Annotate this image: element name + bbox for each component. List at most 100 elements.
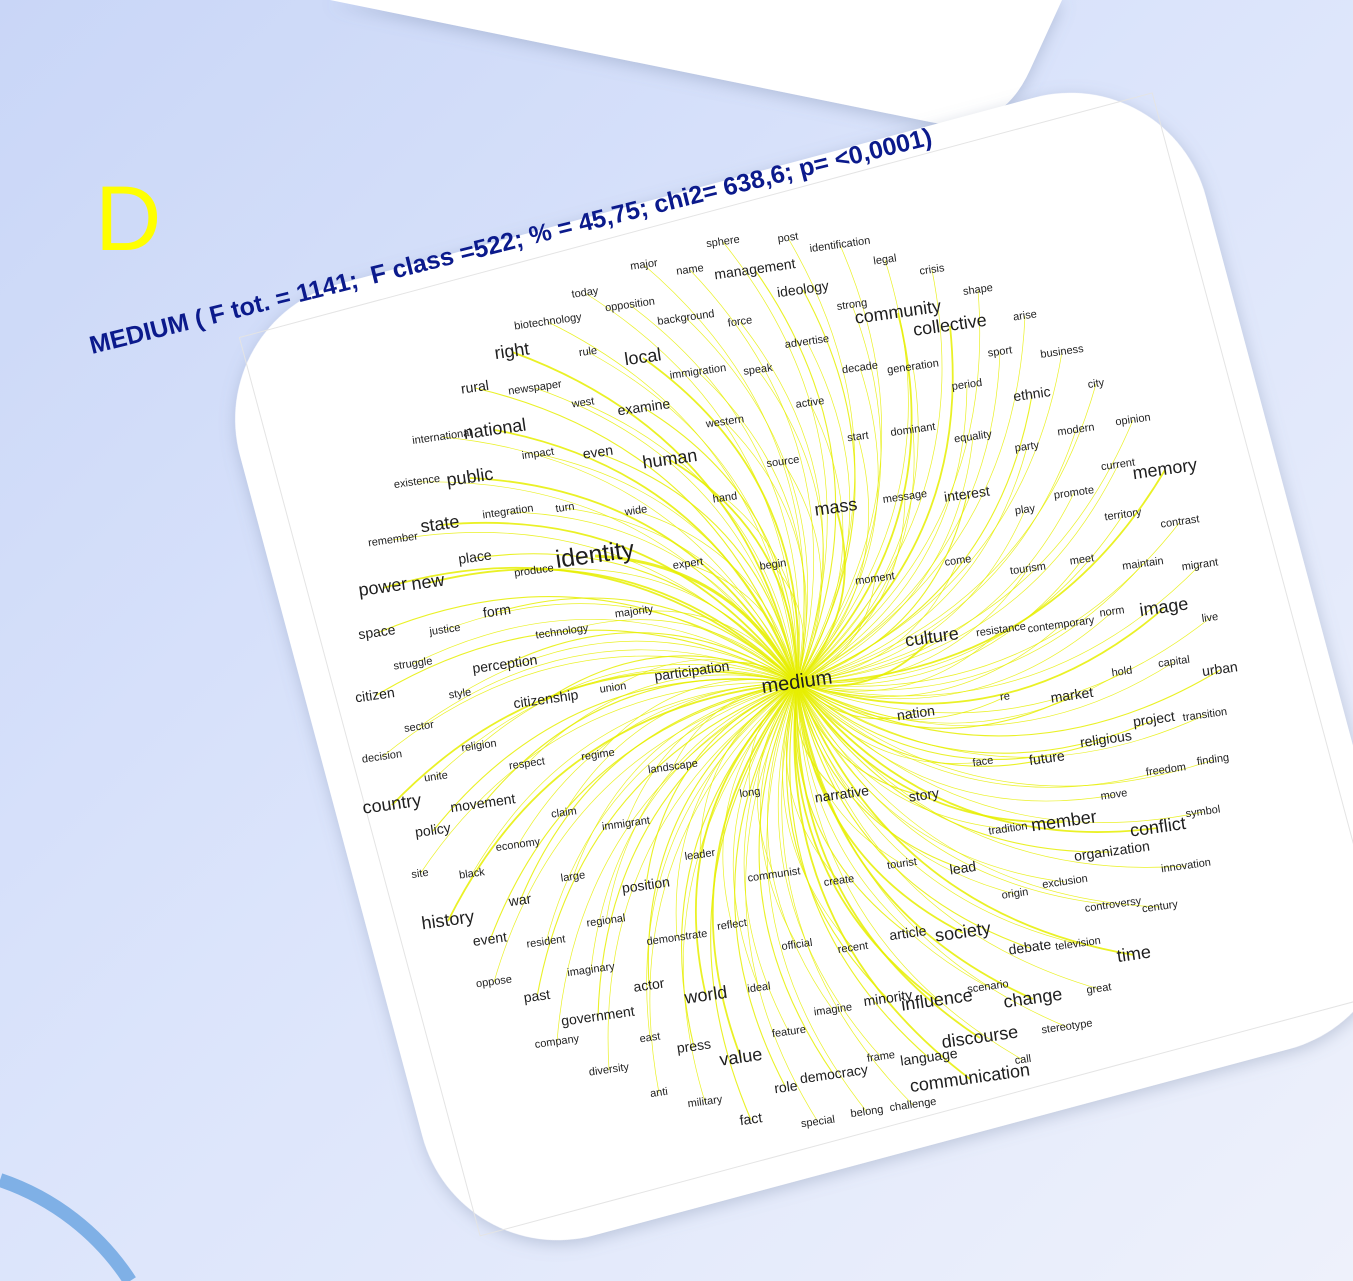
edge (796, 669, 1221, 737)
edge (649, 682, 798, 1094)
word: imagine (813, 1001, 853, 1018)
word: site (411, 867, 430, 881)
word: start (847, 429, 870, 444)
edge (796, 682, 1155, 754)
word: anti (649, 1086, 668, 1100)
word: majority (614, 603, 654, 620)
word: call (1014, 1053, 1032, 1067)
word: opinion (1115, 411, 1152, 428)
edge (597, 452, 798, 684)
edge (796, 682, 1187, 868)
word: project (1132, 708, 1176, 730)
edge (796, 394, 1033, 684)
edge (494, 429, 798, 684)
edge (796, 464, 1119, 684)
edge (572, 682, 798, 878)
word: force (727, 314, 753, 329)
edge (590, 682, 798, 971)
edge (582, 402, 798, 684)
word: union (599, 680, 627, 696)
edge (536, 682, 798, 998)
edge (474, 553, 798, 684)
edge (796, 436, 870, 684)
edge (796, 682, 1006, 720)
word: hold (1111, 665, 1133, 680)
edge (796, 269, 943, 684)
edge (710, 682, 798, 1121)
word: moment (854, 570, 895, 587)
word: migrant (1181, 556, 1219, 573)
edge (533, 568, 798, 684)
edge (796, 661, 1175, 727)
edge (758, 682, 835, 1076)
edge (796, 671, 1123, 724)
edge (687, 563, 798, 684)
edge (418, 649, 798, 728)
word: ideal (747, 980, 772, 995)
edge (796, 402, 844, 684)
edge (796, 682, 1214, 787)
word: century (1141, 898, 1179, 915)
edge (561, 619, 798, 684)
word: finding (1196, 752, 1230, 768)
word: fact (739, 1109, 764, 1128)
word: symbol (1185, 804, 1221, 821)
edge (511, 351, 798, 684)
edge (796, 514, 1124, 684)
word: scenario (967, 978, 1010, 996)
edge (786, 682, 889, 1000)
word: nation (896, 702, 936, 723)
edge (734, 682, 798, 1089)
word: expert (672, 556, 704, 572)
word: turn (555, 501, 575, 516)
word: lead (949, 858, 977, 878)
word: form (482, 601, 512, 621)
word: position (621, 873, 671, 896)
edge (643, 264, 805, 684)
word: source (766, 454, 800, 470)
word: diversity (588, 1061, 630, 1079)
edge (537, 453, 798, 684)
word: debate (1008, 936, 1053, 958)
edge (675, 682, 798, 939)
word: freedom (1145, 761, 1187, 779)
edge (469, 477, 798, 684)
edge (748, 682, 798, 794)
word: sector (403, 719, 435, 735)
word: rural (460, 377, 490, 397)
edge (605, 682, 798, 922)
word: long (739, 786, 761, 801)
edges (374, 237, 1221, 1123)
edge (796, 682, 1068, 1028)
edge (796, 682, 1066, 883)
word: active (795, 395, 825, 411)
edge (796, 682, 1034, 1000)
word: name (676, 262, 705, 278)
word: actor (632, 975, 665, 995)
edge (796, 312, 913, 684)
word: party (1014, 439, 1040, 454)
edge (782, 461, 822, 684)
word: leader (684, 847, 716, 863)
edge (427, 568, 798, 684)
word: west (570, 395, 595, 410)
word: face (972, 755, 994, 770)
edge (496, 597, 798, 684)
image-frame (238, 92, 1353, 1237)
edge (556, 682, 798, 1043)
edge (796, 682, 1009, 830)
word: belong (850, 1104, 884, 1120)
edge (459, 640, 798, 695)
edge (796, 446, 1028, 684)
word: crisis (919, 262, 946, 277)
edge (796, 244, 883, 684)
word: decision (361, 748, 403, 766)
word: black (458, 866, 486, 882)
word: claim (550, 805, 577, 820)
edge (796, 682, 1024, 1061)
edge (796, 682, 1048, 767)
edge (796, 682, 1100, 990)
edge (796, 607, 1165, 705)
